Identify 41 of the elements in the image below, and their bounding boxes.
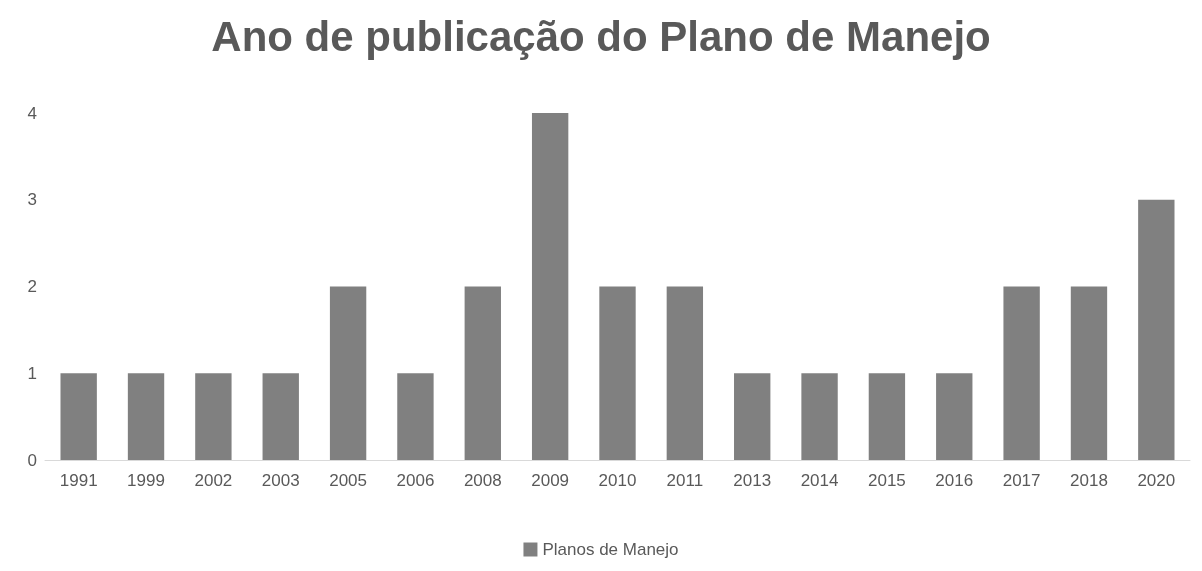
x-tick-label: 2008 [463, 471, 502, 490]
bar [60, 373, 97, 460]
x-tick-label: 2013 [733, 471, 772, 490]
bar [1138, 199, 1175, 460]
chart-title: Ano de publicação do Plano de Manejo [211, 12, 991, 60]
x-tick-label: 2002 [194, 471, 233, 490]
legend-label: Planos de Manejo [542, 540, 679, 559]
bar [397, 373, 434, 460]
y-tick-label: 0 [27, 450, 37, 470]
x-tick-label: 2003 [261, 471, 300, 490]
y-tick-label: 2 [27, 277, 37, 296]
x-tick-label: 2020 [1137, 471, 1176, 490]
bar [1070, 286, 1108, 460]
y-tick-label: 4 [27, 103, 37, 123]
bar [1003, 286, 1040, 460]
bar [262, 373, 299, 460]
y-tick-label: 3 [27, 190, 37, 210]
bar [666, 286, 704, 460]
bar [868, 373, 906, 460]
x-tick-label: 2015 [868, 471, 906, 490]
bar [599, 286, 636, 460]
x-tick-label: 2009 [531, 471, 570, 490]
x-tick-label: 1991 [59, 471, 98, 490]
bar [734, 373, 771, 460]
x-tick-label: 2017 [1002, 471, 1041, 490]
y-tick-label: 1 [27, 363, 37, 383]
x-tick-label: 2006 [396, 471, 435, 490]
bar [531, 113, 569, 460]
bar [329, 286, 367, 460]
x-tick-label: 2005 [329, 471, 367, 490]
x-tick-label: 2014 [800, 471, 839, 490]
bar [936, 373, 973, 460]
bar [127, 373, 165, 460]
x-tick-label: 2010 [598, 471, 637, 490]
x-tick-label: 2011 [666, 471, 704, 490]
bar [801, 373, 838, 460]
x-tick-label: 1999 [127, 471, 165, 490]
bar [195, 373, 232, 460]
x-tick-label: 2016 [935, 471, 974, 490]
bar [464, 286, 501, 460]
x-tick-label: 2018 [1070, 471, 1108, 490]
